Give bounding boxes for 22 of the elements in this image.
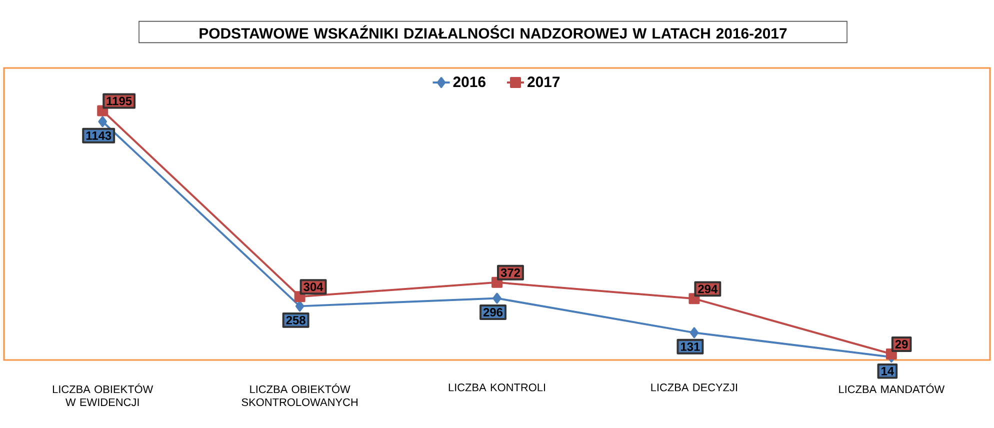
chart-title: PODSTAWOWE WSKAŹNIKI DZIAŁALNOŚCI NADZOROWEJ W LATACH 2016-2017: [200, 25, 787, 39]
data-label: 304: [304, 282, 324, 292]
data-label: 372: [500, 268, 520, 277]
data-label: 1143: [86, 131, 112, 140]
data-label: 296: [483, 308, 503, 316]
data-label: 14: [882, 366, 894, 376]
point: [492, 292, 502, 304]
data-label: 1195: [106, 96, 132, 106]
data-label: 131: [680, 342, 700, 351]
legend-label: 2016: [453, 76, 486, 88]
data-label: 29: [895, 340, 908, 348]
point: [98, 116, 107, 128]
x-tick-label: LICZBA DECYZJI: [651, 384, 738, 392]
x-tick-label: LICZBA MANDATÓW: [839, 384, 945, 394]
data-label: 294: [698, 284, 718, 294]
point: [690, 327, 699, 338]
point: [295, 300, 304, 312]
x-tick-label: LICZBA OBIEKTÓW W EWIDENCJI: [52, 384, 154, 406]
x-tick-label: LICZBA OBIEKTÓW SKONTROLOWANYCH: [242, 384, 358, 406]
x-tick-label: LICZBA KONTROLI: [448, 384, 546, 392]
legend-label: 2017: [528, 76, 560, 88]
data-label: 258: [286, 316, 306, 324]
